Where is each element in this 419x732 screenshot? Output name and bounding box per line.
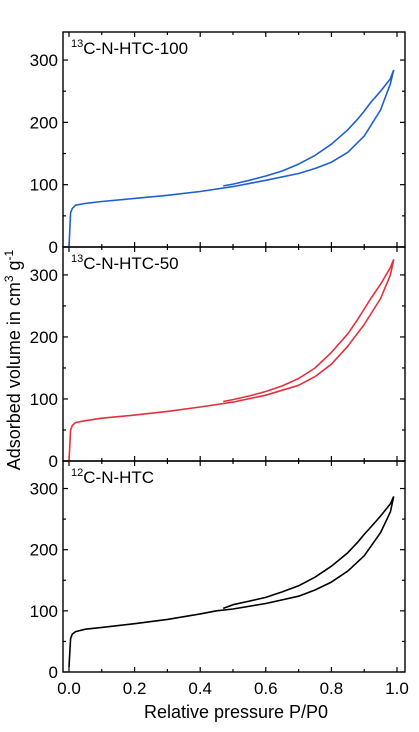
y-tick-label: 200 — [30, 328, 58, 347]
y-tick-label: 0 — [49, 452, 58, 471]
panel-title-main: C-N-HTC-100 — [83, 39, 188, 58]
panel-2: 0 100 200 300 13C-N-HTC-50 — [30, 246, 406, 471]
y-tick-label: 0 — [49, 663, 58, 682]
adsorption-branch-line — [68, 69, 395, 248]
desorption-branch-line — [222, 496, 395, 610]
desorption-branch-line — [223, 259, 395, 403]
panel-3: 0 100 200 300 12C-N-HTC 0.0 0.2 0.4 0.6 0.8 1.0 — [30, 460, 409, 698]
y-tick-label: 300 — [30, 51, 58, 70]
y-tick-label: 200 — [30, 113, 58, 132]
x-tick-label: 0.4 — [188, 679, 212, 698]
y-tick-label: 100 — [30, 390, 58, 409]
y-axis-label: Adsorbed volume in cm3 g-1 — [2, 249, 24, 470]
y-tick-label: 200 — [30, 541, 58, 560]
panels-group: 010020030013C-N-HTC-100010020030013C-N-H… — [30, 31, 409, 698]
adsorption-branch-line — [68, 496, 395, 668]
y-tick-label: 0 — [49, 238, 58, 257]
panel-title: 13C-N-HTC-100 — [71, 38, 188, 58]
panel-title: 13C-N-HTC-50 — [71, 253, 179, 273]
panel-frame — [62, 460, 406, 673]
adsorption-branch-line — [68, 259, 395, 462]
panel-title-sup: 13 — [71, 253, 83, 265]
x-tick-label: 0.8 — [320, 679, 344, 698]
panel-frame — [62, 31, 406, 248]
panel-title-main: C-N-HTC-50 — [83, 254, 178, 273]
y-tick-label: 300 — [30, 480, 58, 499]
x-tick-label: 0.2 — [123, 679, 147, 698]
panel-title-main: C-N-HTC — [83, 468, 154, 487]
x-tick-label: 0.0 — [57, 679, 81, 698]
x-axis-label: Relative pressure P/P0 — [144, 702, 328, 722]
x-tick-label: 1.0 — [385, 679, 409, 698]
x-tick-label: 0.6 — [254, 679, 278, 698]
panel-title: 12C-N-HTC — [71, 467, 154, 487]
panel-frame — [62, 246, 406, 462]
y-tick-label: 100 — [30, 176, 58, 195]
panel-title-sup: 13 — [71, 38, 83, 50]
desorption-branch-line — [223, 69, 395, 187]
y-tick-label: 100 — [30, 602, 58, 621]
panel-1: 0 100 200 300 13C-N-HTC-100 — [30, 31, 406, 257]
y-tick-label: 300 — [30, 266, 58, 285]
panel-title-sup: 12 — [71, 467, 83, 479]
